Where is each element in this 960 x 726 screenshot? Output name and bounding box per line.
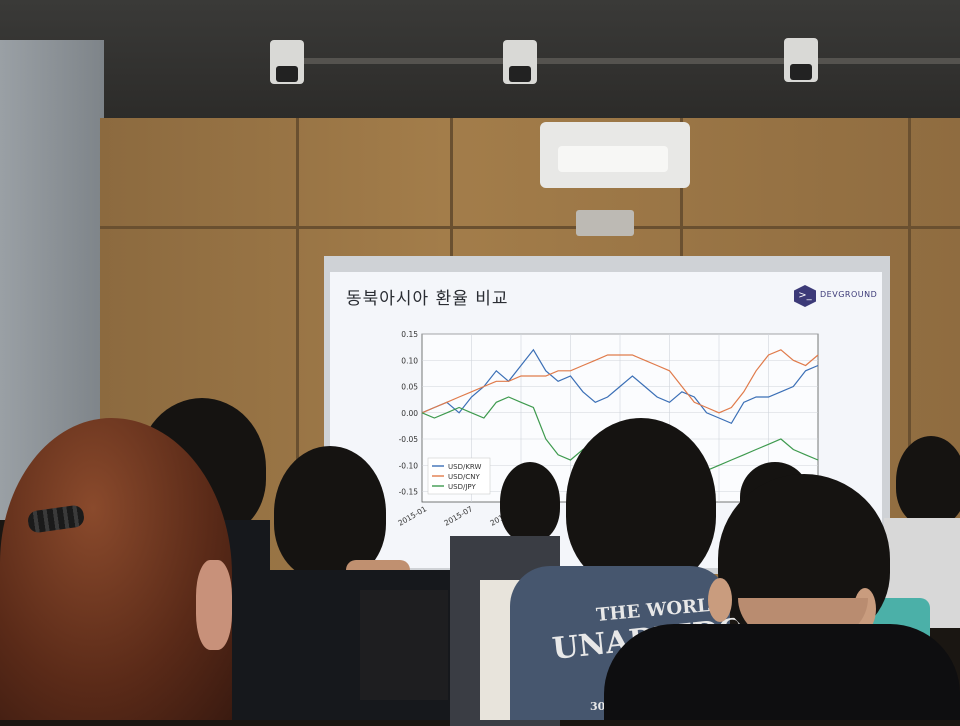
slide-title: 동북아시아 환율 비교 [346, 289, 509, 309]
light-rail [270, 58, 960, 64]
wall-box [576, 210, 634, 236]
wall-seam [908, 118, 911, 578]
logo-text: DEVGROUND [820, 290, 878, 299]
wall-seam [100, 226, 960, 229]
spotlight [503, 40, 537, 84]
audience-head [500, 462, 560, 542]
audience-head [274, 446, 386, 580]
series-line [421, 348, 819, 425]
legend-entry: USD/KRW [448, 463, 481, 471]
y-tick-label: 0.10 [401, 356, 418, 365]
wall-seam [680, 118, 683, 258]
ear [196, 560, 232, 650]
series-line [421, 349, 819, 414]
legend-entry: USD/CNY [448, 473, 480, 481]
projector [540, 122, 690, 188]
y-tick-label: 0.05 [401, 383, 418, 392]
spotlight [784, 38, 818, 82]
y-tick-label: 0.15 [401, 330, 418, 339]
y-tick-label: -0.05 [399, 435, 419, 444]
audience-body [604, 624, 960, 720]
audience-head [0, 418, 232, 720]
terminal-prompt-icon: >_ [794, 285, 816, 307]
x-tick-label: 2015-01 [397, 504, 429, 528]
audience-head [566, 418, 716, 588]
y-tick-label: -0.10 [399, 461, 419, 470]
y-tick-label: -0.15 [399, 488, 419, 497]
ear [708, 578, 732, 622]
wall-seam [296, 118, 299, 578]
wall-seam [450, 118, 453, 258]
x-tick-label: 2015-07 [443, 504, 475, 528]
spotlight [270, 40, 304, 84]
laptop [360, 590, 448, 700]
y-tick-label: 0.00 [401, 409, 418, 418]
audience-head [896, 436, 960, 526]
legend-entry: USD/JPY [448, 483, 476, 491]
